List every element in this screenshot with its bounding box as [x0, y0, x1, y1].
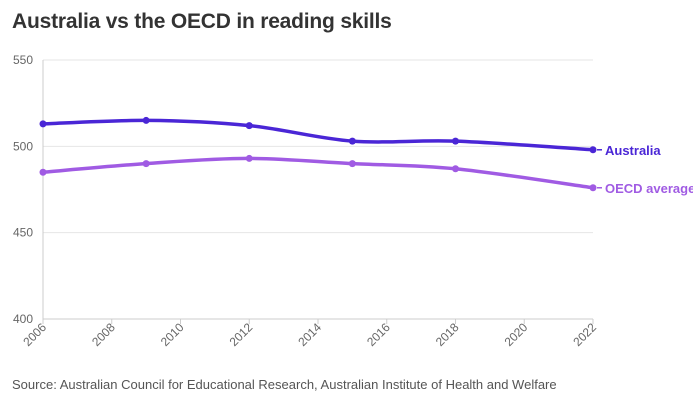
x-tick-label: 2016 — [364, 320, 393, 349]
series-line-oecd-average — [41, 156, 595, 190]
y-tick-label: 400 — [13, 312, 33, 326]
data-point-australia — [39, 120, 47, 128]
data-point-oecd-average — [142, 160, 150, 168]
data-point-oecd-average — [589, 184, 597, 192]
gridlines — [43, 59, 593, 320]
y-tick-label: 500 — [13, 139, 33, 153]
data-point-oecd-average — [39, 168, 47, 176]
series-label-australia: Australia — [605, 143, 661, 158]
data-point-australia — [348, 137, 356, 145]
data-point-oecd-average — [245, 154, 253, 162]
x-tick-label: 2020 — [502, 320, 531, 349]
x-tick-label: 2010 — [158, 320, 187, 349]
data-point-oecd-average — [452, 165, 459, 173]
series-line-australia — [41, 118, 595, 152]
y-tick-label: 550 — [13, 53, 33, 67]
y-tick-label: 450 — [13, 226, 33, 240]
data-point-australia — [142, 116, 150, 124]
series-label-oecd-average: OECD average — [605, 181, 693, 196]
x-tick-label: 2008 — [89, 320, 118, 349]
chart-title: Australia vs the OECD in reading skills — [12, 10, 392, 33]
x-tick-label: 2012 — [227, 320, 256, 349]
source-note: Source: Australian Council for Education… — [12, 377, 557, 392]
data-point-australia — [589, 146, 597, 154]
series-labels: Australia OECD average — [597, 143, 693, 196]
x-tick-label: 2022 — [570, 320, 599, 349]
x-tick-label: 2014 — [295, 320, 324, 349]
data-point-australia — [452, 137, 459, 145]
series-lines — [39, 116, 597, 192]
x-tick-label: 2018 — [433, 320, 462, 349]
data-point-australia — [245, 122, 253, 130]
data-point-oecd-average — [348, 160, 356, 168]
